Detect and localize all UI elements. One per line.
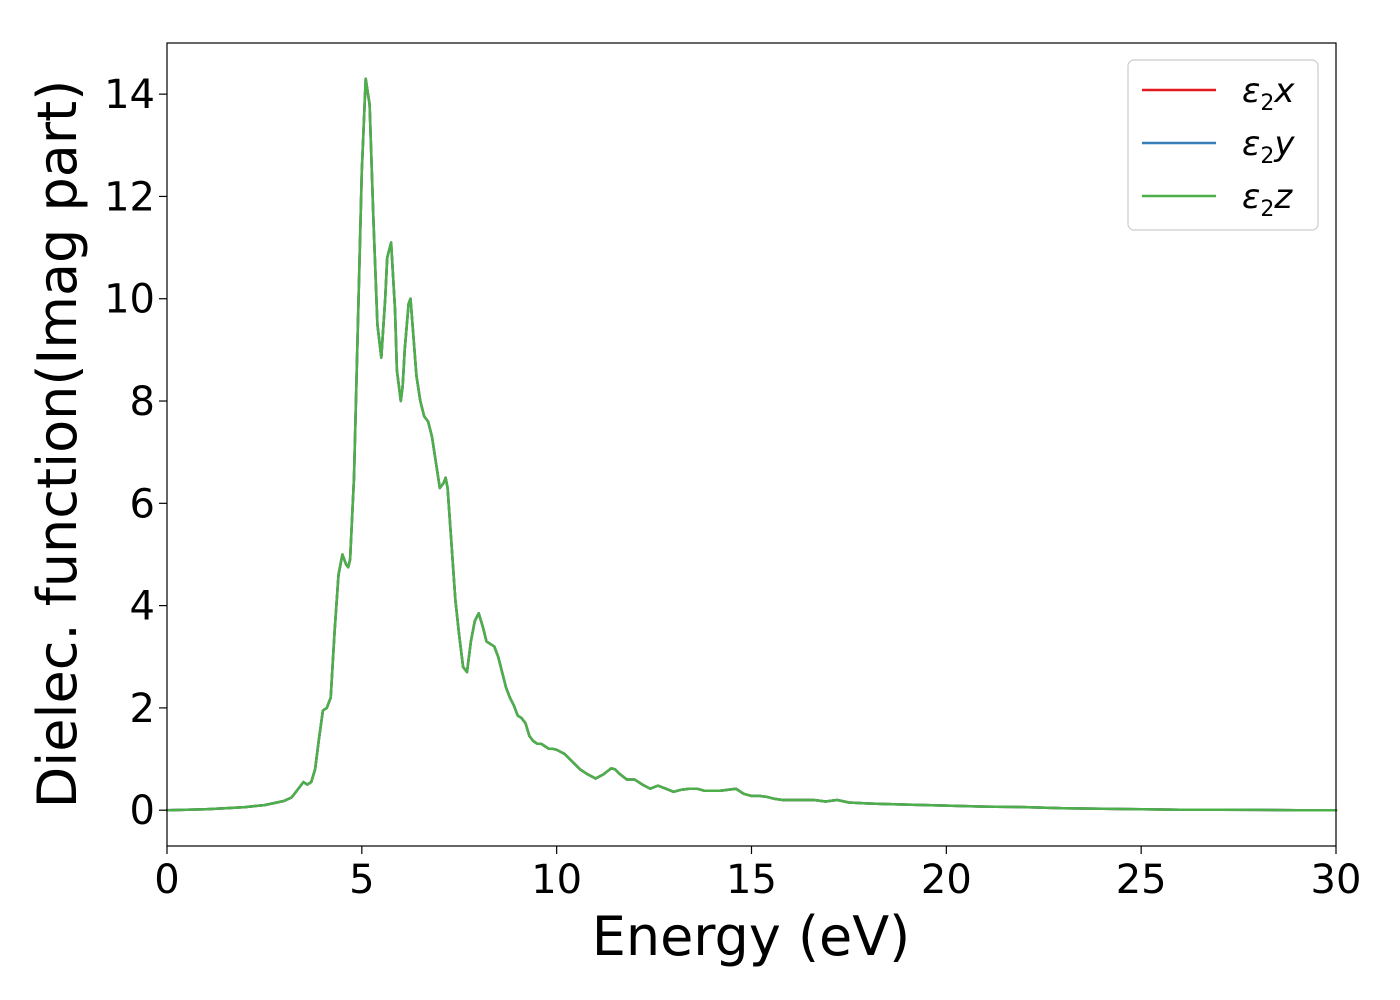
y-tick-label: 14: [104, 72, 155, 118]
legend-box: [1127, 59, 1319, 231]
y-tick-label: 10: [104, 277, 155, 323]
x-axis-ticks: 0 5 10 15 20 25 30: [154, 846, 1361, 903]
y-tick-label: 0: [130, 788, 155, 834]
x-tick-label: 15: [726, 857, 777, 903]
y-axis-ticks: 0 2 4 6 8 10 12 14: [104, 72, 167, 834]
series-line-2: [165, 77, 1338, 812]
x-tick-label: 10: [531, 857, 582, 903]
legend-label-1: ε2y: [1242, 124, 1295, 169]
y-tick-label: 8: [130, 379, 155, 425]
y-tick-label: 6: [130, 481, 155, 527]
legend-label-2: ε2z: [1242, 177, 1293, 222]
y-tick-label: 2: [130, 686, 155, 732]
x-tick-label: 25: [1116, 857, 1167, 903]
plot-lines: [165, 77, 1338, 812]
y-tick-label: 12: [104, 174, 155, 220]
x-tick-label: 20: [921, 857, 972, 903]
x-axis-label: Energy (eV): [592, 905, 911, 968]
legend: ε2x ε2y ε2z: [1127, 59, 1319, 231]
x-tick-label: 30: [1311, 857, 1362, 903]
x-tick-label: 0: [154, 857, 179, 903]
x-tick-label: 5: [349, 857, 374, 903]
legend-label-0: ε2x: [1242, 71, 1295, 116]
y-axis-label: Dielec. function(Imag part): [26, 80, 89, 809]
y-tick-label: 4: [130, 584, 155, 630]
